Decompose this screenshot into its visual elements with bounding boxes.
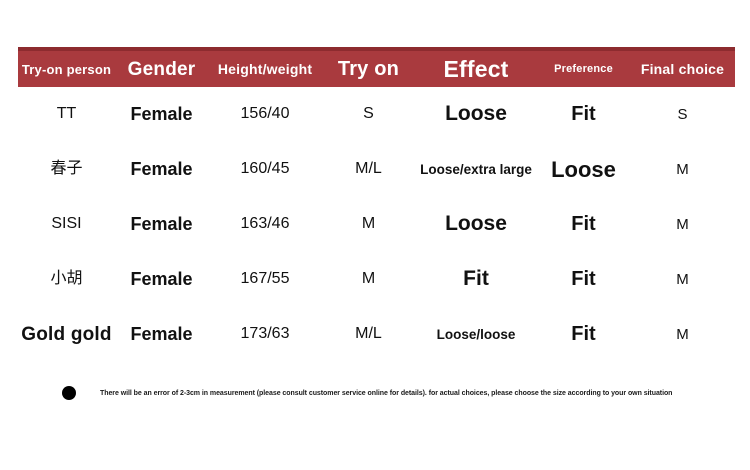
column-header-try-on: Try on xyxy=(337,58,400,80)
table-cell: Fit xyxy=(571,213,596,235)
table-cell: Loose xyxy=(551,156,616,182)
table-cell: M/L xyxy=(355,325,382,343)
table-cell: M xyxy=(361,215,376,233)
footnote-text: There will be an error of 2-3cm in measu… xyxy=(100,389,673,397)
table-cell: 173/63 xyxy=(240,325,290,343)
column-header-preference: Preference xyxy=(554,62,613,75)
table-cell: Female xyxy=(130,324,193,345)
size-chart-table: Try-on person Gender Height/weight Try on Ef… xyxy=(18,47,735,362)
column-header-effect: Effect xyxy=(443,55,509,82)
table-header-row: Try-on person Gender Height/weight Try on Ef… xyxy=(18,47,735,87)
table-cell: Fit xyxy=(571,103,596,125)
table-cell: S xyxy=(677,105,688,123)
table-cell: Loose/extra large xyxy=(420,161,532,177)
column-header-final-choice: Final choice xyxy=(640,61,725,77)
table-cell: Fit xyxy=(463,267,489,291)
table-cell: S xyxy=(363,105,374,123)
bullet-dot-icon xyxy=(62,386,76,400)
table-cell: M xyxy=(676,325,689,343)
table-cell: M xyxy=(676,270,689,288)
table-body: TT Female 156/40 S Loose Fit S 春子 Female 160/45 M/… xyxy=(18,87,735,362)
table-cell: 156/40 xyxy=(240,105,290,123)
footnote: There will be an error of 2-3cm in measu… xyxy=(62,386,722,400)
table-cell: Female xyxy=(130,159,193,180)
table-cell: Female xyxy=(130,214,193,235)
table-cell: M xyxy=(361,270,376,288)
column-header-height-weight: Height/weight xyxy=(217,61,313,77)
column-header-try-on-person: Try-on person xyxy=(21,61,112,77)
table-row: SISI Female 163/46 M Loose Fit M xyxy=(18,197,735,252)
table-row: Gold gold Female 173/63 M/L Loose/loose Fit M xyxy=(18,307,735,362)
table-cell: SISI xyxy=(51,215,82,233)
table-cell: Fit xyxy=(571,268,596,290)
table-cell: M/L xyxy=(355,160,382,178)
table-cell: Female xyxy=(130,269,193,290)
table-cell: Gold gold xyxy=(21,323,112,345)
table-cell: Female xyxy=(130,104,193,125)
table-cell: M xyxy=(676,160,689,178)
table-cell: 167/55 xyxy=(240,270,290,288)
table-row: 小胡 Female 167/55 M Fit Fit M xyxy=(18,252,735,307)
table-row: TT Female 156/40 S Loose Fit S xyxy=(18,87,735,142)
table-cell: 160/45 xyxy=(240,160,290,178)
table-cell: TT xyxy=(56,105,77,123)
table-row: 春子 Female 160/45 M/L Loose/extra large Loose M xyxy=(18,142,735,197)
table-cell: 小胡 xyxy=(50,270,83,288)
table-cell: Loose/loose xyxy=(436,326,516,342)
table-cell: Loose xyxy=(445,102,507,126)
table-cell: Fit xyxy=(571,323,596,345)
table-cell: 春子 xyxy=(50,160,83,178)
table-cell: Loose xyxy=(445,212,507,236)
table-cell: 163/46 xyxy=(240,215,290,233)
column-header-gender: Gender xyxy=(127,58,196,80)
table-cell: M xyxy=(676,215,689,233)
